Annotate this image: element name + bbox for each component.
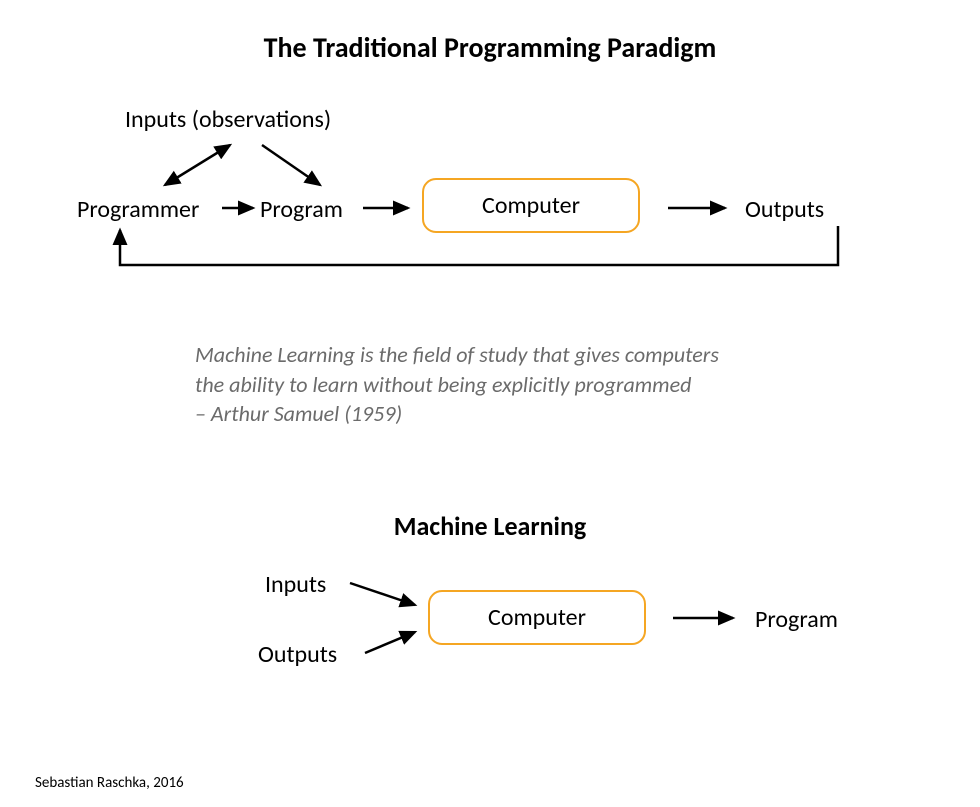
title-ml: Machine Learning <box>0 510 980 542</box>
computer-box-ml: Computer <box>428 590 646 645</box>
label-program-top: Program <box>260 195 343 224</box>
arrow-ml-inputs-computer <box>350 583 415 605</box>
label-program-ml: Program <box>755 605 838 634</box>
label-outputs-top: Outputs <box>745 195 824 224</box>
attribution: Sebastian Raschka, 2016 <box>35 774 184 792</box>
arrow-inputs-program <box>262 145 320 185</box>
label-programmer: Programmer <box>77 195 199 224</box>
quote-line3: – Arthur Samuel (1959) <box>195 399 719 429</box>
label-outputs-ml: Outputs <box>258 640 337 669</box>
arrow-ml-outputs-computer <box>365 632 415 653</box>
quote-line2: the ability to learn without being expli… <box>195 370 719 400</box>
quote-block: Machine Learning is the field of study t… <box>195 340 719 429</box>
computer-box-top: Computer <box>422 178 640 233</box>
arrow-inputs-programmer <box>165 145 230 185</box>
title-traditional: The Traditional Programming Paradigm <box>0 30 980 65</box>
computer-label-top: Computer <box>482 191 580 220</box>
quote-line1: Machine Learning is the field of study t… <box>195 340 719 370</box>
label-inputs-observations: Inputs (observations) <box>125 105 331 134</box>
label-inputs-ml: Inputs <box>265 570 326 599</box>
computer-label-ml: Computer <box>488 603 586 632</box>
